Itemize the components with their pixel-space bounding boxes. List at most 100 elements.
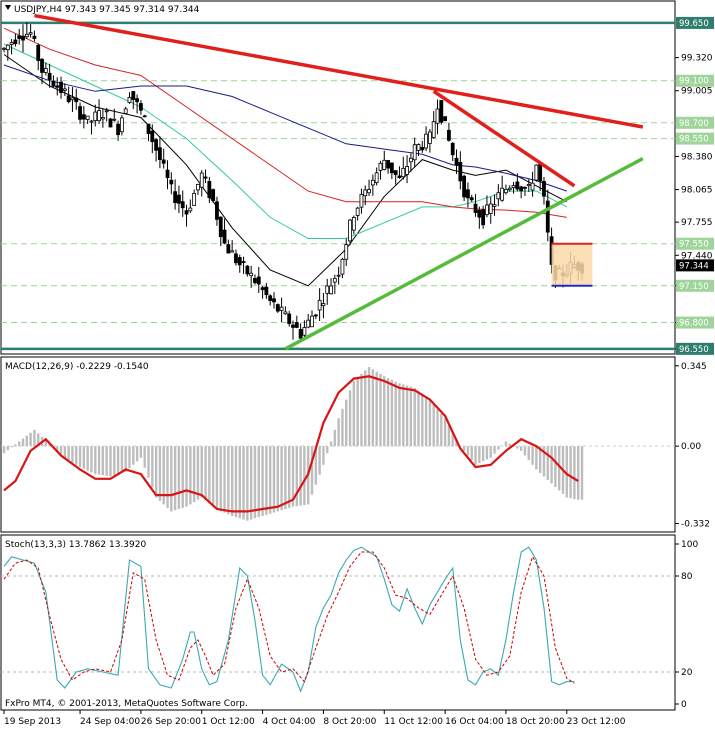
candle-body bbox=[272, 298, 276, 303]
candle bbox=[74, 88, 79, 110]
candle-body bbox=[59, 81, 63, 93]
macd-bar bbox=[162, 446, 165, 505]
candle bbox=[473, 194, 478, 217]
candle-body bbox=[515, 181, 520, 190]
candle bbox=[397, 166, 402, 179]
candle-body bbox=[344, 244, 349, 260]
candle bbox=[488, 196, 493, 224]
macd-bar bbox=[451, 432, 454, 447]
candle-body bbox=[401, 167, 406, 178]
candle bbox=[104, 107, 109, 122]
candle bbox=[123, 106, 128, 114]
stoch-axis: 100 80 20 0 bbox=[675, 540, 698, 710]
candle-body bbox=[454, 157, 459, 166]
macd-bar bbox=[367, 366, 371, 447]
macd-bar bbox=[246, 446, 249, 521]
candle-body bbox=[420, 147, 425, 151]
moving-averages bbox=[3, 27, 568, 287]
candle-body bbox=[165, 169, 170, 179]
macd-bar bbox=[356, 377, 359, 447]
trendlines[interactable] bbox=[34, 13, 644, 351]
candle bbox=[355, 206, 360, 221]
ma-line-ma_fast bbox=[3, 54, 568, 287]
macd-bar bbox=[105, 446, 108, 476]
candle bbox=[36, 43, 41, 71]
macd-bar bbox=[466, 446, 470, 456]
macd-bar bbox=[185, 446, 188, 507]
candle-body bbox=[477, 210, 482, 218]
candle bbox=[203, 169, 208, 184]
candle-body bbox=[374, 172, 379, 184]
macd-bar bbox=[348, 390, 352, 447]
candle-body bbox=[188, 207, 193, 212]
candle-body bbox=[78, 106, 82, 120]
macd-bar bbox=[18, 441, 21, 447]
macd-bar bbox=[94, 446, 97, 475]
candle bbox=[173, 179, 178, 210]
macd-bar bbox=[489, 446, 492, 458]
macd-bar bbox=[215, 446, 219, 510]
candle-body bbox=[66, 95, 71, 103]
stochastic-indicator bbox=[1, 546, 675, 693]
candle bbox=[78, 102, 82, 124]
candle bbox=[351, 215, 356, 235]
candle-body bbox=[370, 179, 375, 186]
trendline-resistance-long bbox=[34, 13, 644, 129]
candle bbox=[348, 218, 352, 246]
macd-bar bbox=[447, 425, 451, 447]
macd-bar bbox=[242, 446, 245, 520]
macd-bar bbox=[462, 446, 466, 451]
time-tick-label: 1 Oct 12:00 bbox=[202, 717, 255, 727]
candle bbox=[507, 185, 512, 192]
macd-bar bbox=[78, 446, 82, 468]
trendline-resistance-short bbox=[432, 89, 576, 188]
candle-body bbox=[226, 244, 231, 254]
candle bbox=[447, 122, 451, 142]
macd-bar bbox=[158, 446, 162, 501]
candle bbox=[21, 24, 25, 53]
candle bbox=[313, 313, 318, 320]
macd-bar bbox=[341, 408, 344, 447]
candle-body bbox=[526, 184, 531, 187]
candle-body bbox=[294, 322, 299, 328]
candle-body bbox=[538, 163, 543, 182]
candle bbox=[192, 189, 197, 206]
candle bbox=[237, 254, 242, 273]
candle-body bbox=[89, 120, 94, 123]
macd-bar bbox=[90, 446, 93, 473]
candle bbox=[196, 183, 200, 195]
candle-body bbox=[469, 197, 474, 201]
macd-bar bbox=[519, 446, 523, 451]
candle bbox=[138, 100, 143, 115]
consolidation-box bbox=[551, 242, 593, 287]
macd-bar bbox=[139, 446, 143, 458]
candle-body bbox=[234, 253, 238, 264]
macd-bar bbox=[474, 446, 477, 465]
candle-body bbox=[36, 44, 41, 61]
macd-bar bbox=[299, 446, 302, 506]
candle-body bbox=[393, 170, 398, 176]
candle bbox=[485, 195, 489, 218]
macd-bar bbox=[573, 446, 576, 499]
candle bbox=[59, 76, 63, 99]
macd-tick-label: -0.332 bbox=[681, 519, 710, 529]
candle-body bbox=[123, 108, 128, 114]
macd-bar bbox=[272, 446, 276, 513]
candle bbox=[161, 148, 166, 169]
candle bbox=[9, 39, 14, 55]
macd-bar bbox=[352, 380, 356, 447]
candle-body bbox=[253, 278, 257, 284]
candle bbox=[234, 249, 238, 266]
candle bbox=[344, 238, 349, 266]
candle bbox=[108, 117, 113, 128]
candle-body bbox=[13, 39, 18, 45]
macd-bar bbox=[200, 446, 203, 498]
candle-body bbox=[24, 33, 29, 38]
macd-bar bbox=[295, 446, 299, 507]
macd-bar bbox=[345, 399, 348, 447]
candle bbox=[260, 285, 265, 299]
candle bbox=[332, 274, 337, 295]
macd-bar bbox=[554, 446, 557, 487]
candle-body bbox=[378, 162, 383, 171]
